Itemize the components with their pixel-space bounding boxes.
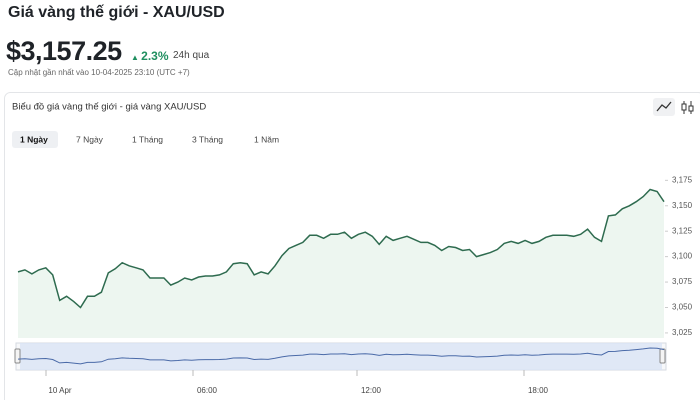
line-mode-button[interactable] bbox=[653, 98, 675, 116]
panel-title: Biểu đồ giá vàng thế giới - giá vàng XAU… bbox=[12, 102, 206, 113]
tab-label: 1 Ngày bbox=[20, 134, 48, 144]
time-range-tab[interactable]: 1 Năm bbox=[254, 134, 279, 144]
navigator-line bbox=[17, 347, 665, 365]
navigator-label: 18:00 bbox=[528, 386, 549, 395]
tab-label: 1 Năm bbox=[254, 134, 279, 144]
tab-label: 1 Tháng bbox=[132, 134, 163, 144]
y-tick-label: 3,075 bbox=[672, 277, 693, 286]
navigator-handle-right[interactable] bbox=[659, 348, 666, 364]
y-tick-label: 3,100 bbox=[672, 252, 693, 261]
change: ▲ 2.3% bbox=[131, 49, 169, 63]
navigator-window[interactable] bbox=[20, 343, 662, 370]
time-range-tab[interactable]: 1 Tháng bbox=[132, 134, 163, 144]
time-range-tab[interactable]: 7 Ngày bbox=[76, 134, 104, 144]
tab-label: 7 Ngày bbox=[76, 134, 104, 144]
page-title: Giá vàng thế giới - XAU/USD bbox=[8, 4, 225, 21]
price: $3,157.25 bbox=[6, 36, 122, 66]
y-tick-label: 3,150 bbox=[672, 201, 693, 210]
candle-mode-button[interactable] bbox=[681, 101, 694, 114]
time-range-tab[interactable]: 3 Tháng bbox=[192, 134, 223, 144]
navigator-label: 06:00 bbox=[197, 386, 218, 395]
price-line bbox=[17, 188, 665, 309]
navigator-label: 12:00 bbox=[361, 386, 382, 395]
active-tab-bg bbox=[12, 131, 58, 148]
price-area bbox=[18, 189, 664, 338]
change-period: 24h qua bbox=[173, 50, 210, 61]
y-tick-label: 3,175 bbox=[672, 175, 693, 184]
time-range-tab[interactable]: 1 Ngày bbox=[12, 131, 58, 148]
up-arrow: ▲ bbox=[131, 53, 142, 62]
change-value: 2.3% bbox=[141, 49, 169, 63]
y-tick-label: 3,125 bbox=[672, 226, 693, 235]
tab-label: 3 Tháng bbox=[192, 134, 223, 144]
updated-time: Cập nhật gần nhất vào 10-04-2025 23:10 (… bbox=[8, 68, 190, 77]
navigator-handle-left[interactable] bbox=[14, 348, 21, 364]
y-tick-label: 3,025 bbox=[672, 328, 693, 337]
y-tick-label: 3,050 bbox=[672, 303, 693, 312]
navigator-label: 10 Apr bbox=[48, 386, 71, 395]
